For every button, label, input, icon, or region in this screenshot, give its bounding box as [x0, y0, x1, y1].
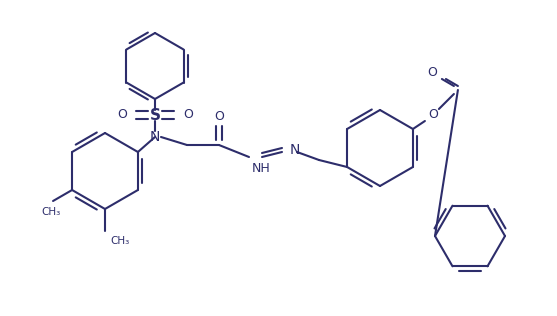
Text: O: O [214, 110, 224, 123]
Text: NH: NH [252, 162, 271, 175]
Text: O: O [427, 65, 437, 78]
Text: N: N [290, 143, 300, 157]
Text: CH₃: CH₃ [41, 207, 61, 217]
Text: N: N [150, 130, 160, 144]
Text: S: S [149, 107, 160, 123]
Text: O: O [428, 108, 438, 121]
Text: CH₃: CH₃ [110, 236, 129, 246]
Text: O: O [117, 108, 127, 121]
Text: O: O [183, 108, 193, 121]
